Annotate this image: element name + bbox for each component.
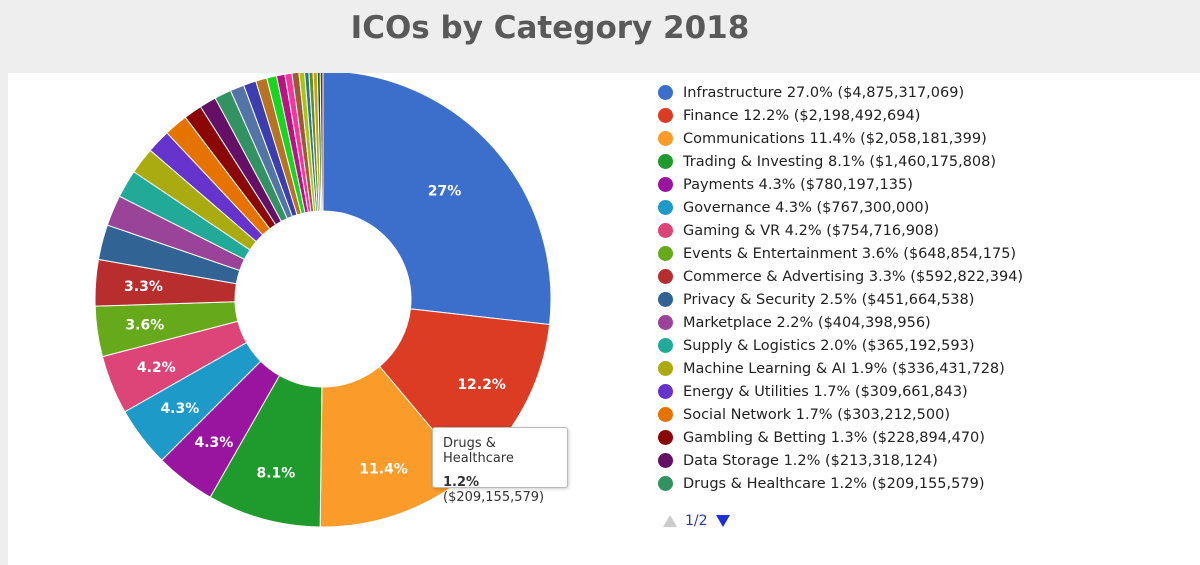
legend-item-finance[interactable]: Finance 12.2% ($2,198,492,694) (658, 104, 1198, 127)
legend-item-social-network[interactable]: Social Network 1.7% ($303,212,500) (658, 403, 1198, 426)
legend-swatch-icon (658, 361, 673, 376)
legend-item-gambling-and-betting[interactable]: Gambling & Betting 1.3% ($228,894,470) (658, 426, 1198, 449)
donut-chart: 27% 12.2% 11.4% 8.1% 4.3% 4.3% 4.2% 3.6% 3.3% (94, 73, 552, 528)
legend-label: Trading & Investing 8.1% ($1,460,175,808… (683, 153, 997, 170)
slice-tooltip: Drugs & Healthcare 1.2% ($209,155,579) (432, 427, 568, 505)
page-indicator: 1/2 (685, 513, 708, 529)
legend-item-drugs-and-healthcare[interactable]: Drugs & Healthcare 1.2% ($209,155,579) (658, 472, 1198, 495)
legend-swatch-icon (658, 223, 673, 238)
legend-swatch-icon (658, 85, 673, 100)
slice-label-trading-and-investing: 8.1% (256, 466, 295, 482)
legend-swatch-icon (658, 131, 673, 146)
legend-item-marketplace[interactable]: Marketplace 2.2% ($404,398,956) (658, 311, 1198, 334)
legend-pagination: 1/2 (663, 513, 730, 529)
chart-panel: 27% 12.2% 11.4% 8.1% 4.3% 4.3% 4.2% 3.6% 3.3% In… (8, 73, 1200, 565)
legend-swatch-icon (658, 476, 673, 491)
legend-label: Events & Entertainment 3.6% ($648,854,17… (683, 245, 1017, 262)
legend-label: Machine Learning & AI 1.9% ($336,431,728… (683, 360, 1005, 377)
legend-label: Gambling & Betting 1.3% ($228,894,470) (683, 429, 985, 446)
tooltip-value: ($209,155,579) (443, 490, 545, 505)
legend-label: Social Network 1.7% ($303,212,500) (683, 406, 950, 423)
legend-swatch-icon (658, 338, 673, 353)
page-down-arrow-icon[interactable] (715, 515, 730, 527)
slice-infrastructure[interactable] (322, 73, 552, 326)
legend-item-data-storage[interactable]: Data Storage 1.2% ($213,318,124) (658, 449, 1198, 472)
legend-swatch-icon (658, 315, 673, 330)
legend-item-gaming-and-vr[interactable]: Gaming & VR 4.2% ($754,716,908) (658, 219, 1198, 242)
legend-item-events-and-entertainment[interactable]: Events & Entertainment 3.6% ($648,854,17… (658, 242, 1198, 265)
legend-label: Commerce & Advertising 3.3% ($592,822,39… (683, 268, 1024, 285)
legend: Infrastructure 27.0% ($4,875,317,069) Fin… (658, 81, 1198, 495)
legend-label: Governance 4.3% ($767,300,000) (683, 199, 930, 216)
legend-item-governance[interactable]: Governance 4.3% ($767,300,000) (658, 196, 1198, 219)
legend-item-payments[interactable]: Payments 4.3% ($780,197,135) (658, 173, 1198, 196)
legend-label: Privacy & Security 2.5% ($451,664,538) (683, 291, 975, 308)
legend-item-machine-learning-and-ai[interactable]: Machine Learning & AI 1.9% ($336,431,728… (658, 357, 1198, 380)
slice-other-30[interactable] (319, 73, 324, 212)
legend-label: Infrastructure 27.0% ($4,875,317,069) (683, 84, 965, 101)
legend-item-energy-and-utilities[interactable]: Energy & Utilities 1.7% ($309,661,843) (658, 380, 1198, 403)
legend-label: Supply & Logistics 2.0% ($365,192,593) (683, 337, 975, 354)
legend-swatch-icon (658, 384, 673, 399)
slice-label-payments: 4.3% (194, 435, 233, 451)
chart-title: ICOs by Category 2018 (350, 10, 750, 46)
legend-swatch-icon (658, 154, 673, 169)
legend-item-privacy-and-security[interactable]: Privacy & Security 2.5% ($451,664,538) (658, 288, 1198, 311)
tooltip-percent: 1.2% (443, 475, 480, 490)
legend-swatch-icon (658, 407, 673, 422)
slice-label-events-and-entertainment: 3.6% (125, 318, 164, 334)
legend-label: Finance 12.2% ($2,198,492,694) (683, 107, 921, 124)
legend-item-communications[interactable]: Communications 11.4% ($2,058,181,399) (658, 127, 1198, 150)
legend-label: Gaming & VR 4.2% ($754,716,908) (683, 222, 940, 239)
slice-label-commerce-and-advertising: 3.3% (124, 279, 163, 295)
legend-swatch-icon (658, 200, 673, 215)
legend-swatch-icon (658, 246, 673, 261)
slice-label-communications: 11.4% (359, 462, 408, 478)
slice-label-gaming-and-vr: 4.2% (137, 360, 176, 376)
legend-swatch-icon (658, 108, 673, 123)
legend-label: Energy & Utilities 1.7% ($309,661,843) (683, 383, 968, 400)
legend-swatch-icon (658, 177, 673, 192)
legend-item-supply-and-logistics[interactable]: Supply & Logistics 2.0% ($365,192,593) (658, 334, 1198, 357)
tooltip-category: Drugs & Healthcare (443, 436, 514, 466)
legend-item-infrastructure[interactable]: Infrastructure 27.0% ($4,875,317,069) (658, 81, 1198, 104)
legend-swatch-icon (658, 292, 673, 307)
legend-swatch-icon (658, 453, 673, 468)
slice-label-infrastructure: 27% (428, 183, 462, 199)
slice-label-governance: 4.3% (160, 401, 199, 417)
legend-swatch-icon (658, 430, 673, 445)
legend-label: Payments 4.3% ($780,197,135) (683, 176, 913, 193)
legend-label: Marketplace 2.2% ($404,398,956) (683, 314, 931, 331)
slice-label-finance: 12.2% (457, 377, 506, 393)
legend-label: Data Storage 1.2% ($213,318,124) (683, 452, 938, 469)
page-up-arrow-icon (663, 515, 677, 527)
legend-label: Communications 11.4% ($2,058,181,399) (683, 130, 987, 147)
legend-swatch-icon (658, 269, 673, 284)
legend-item-trading-and-investing[interactable]: Trading & Investing 8.1% ($1,460,175,808… (658, 150, 1198, 173)
legend-item-commerce-and-advertising[interactable]: Commerce & Advertising 3.3% ($592,822,39… (658, 265, 1198, 288)
legend-label: Drugs & Healthcare 1.2% ($209,155,579) (683, 475, 985, 492)
